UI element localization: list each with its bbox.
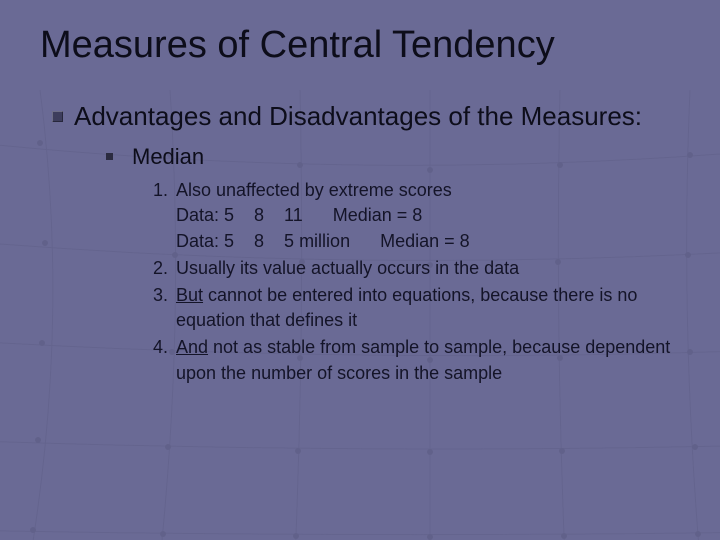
numbered-item: 3.But cannot be entered into equations, … bbox=[146, 283, 680, 333]
underlined-word: And bbox=[176, 337, 208, 357]
item-line: Also unaffected by extreme scores bbox=[176, 178, 680, 203]
item-number: 1. bbox=[146, 178, 176, 254]
item-number: 4. bbox=[146, 335, 176, 385]
bullet-level1: Advantages and Disadvantages of the Meas… bbox=[74, 101, 680, 386]
item-body: Also unaffected by extreme scoresData: 5… bbox=[176, 178, 680, 254]
square-bullet-icon bbox=[52, 111, 63, 122]
item-line: Data: 5 8 11 Median = 8 bbox=[176, 203, 680, 228]
slide-content: Measures of Central Tendency Advantages … bbox=[0, 0, 720, 386]
numbered-list: 1.Also unaffected by extreme scoresData:… bbox=[146, 178, 680, 386]
numbered-item: 4.And not as stable from sample to sampl… bbox=[146, 335, 680, 385]
numbered-item: 2.Usually its value actually occurs in t… bbox=[146, 256, 680, 281]
bullet-level2: Median bbox=[110, 144, 680, 170]
item-text: cannot be entered into equations, becaus… bbox=[176, 285, 637, 330]
item-number: 2. bbox=[146, 256, 176, 281]
slide-title: Measures of Central Tendency bbox=[40, 24, 680, 67]
item-body: And not as stable from sample to sample,… bbox=[176, 335, 680, 385]
item-body: But cannot be entered into equations, be… bbox=[176, 283, 680, 333]
item-text: not as stable from sample to sample, bec… bbox=[176, 337, 670, 382]
underlined-word: But bbox=[176, 285, 203, 305]
item-line: Data: 5 8 5 million Median = 8 bbox=[176, 229, 680, 254]
numbered-item: 1.Also unaffected by extreme scoresData:… bbox=[146, 178, 680, 254]
square-bullet-icon bbox=[106, 153, 113, 160]
item-line: Usually its value actually occurs in the… bbox=[176, 256, 680, 281]
level1-text: Advantages and Disadvantages of the Meas… bbox=[74, 101, 680, 132]
item-body: Usually its value actually occurs in the… bbox=[176, 256, 680, 281]
item-number: 3. bbox=[146, 283, 176, 333]
level2-text: Median bbox=[132, 144, 680, 170]
